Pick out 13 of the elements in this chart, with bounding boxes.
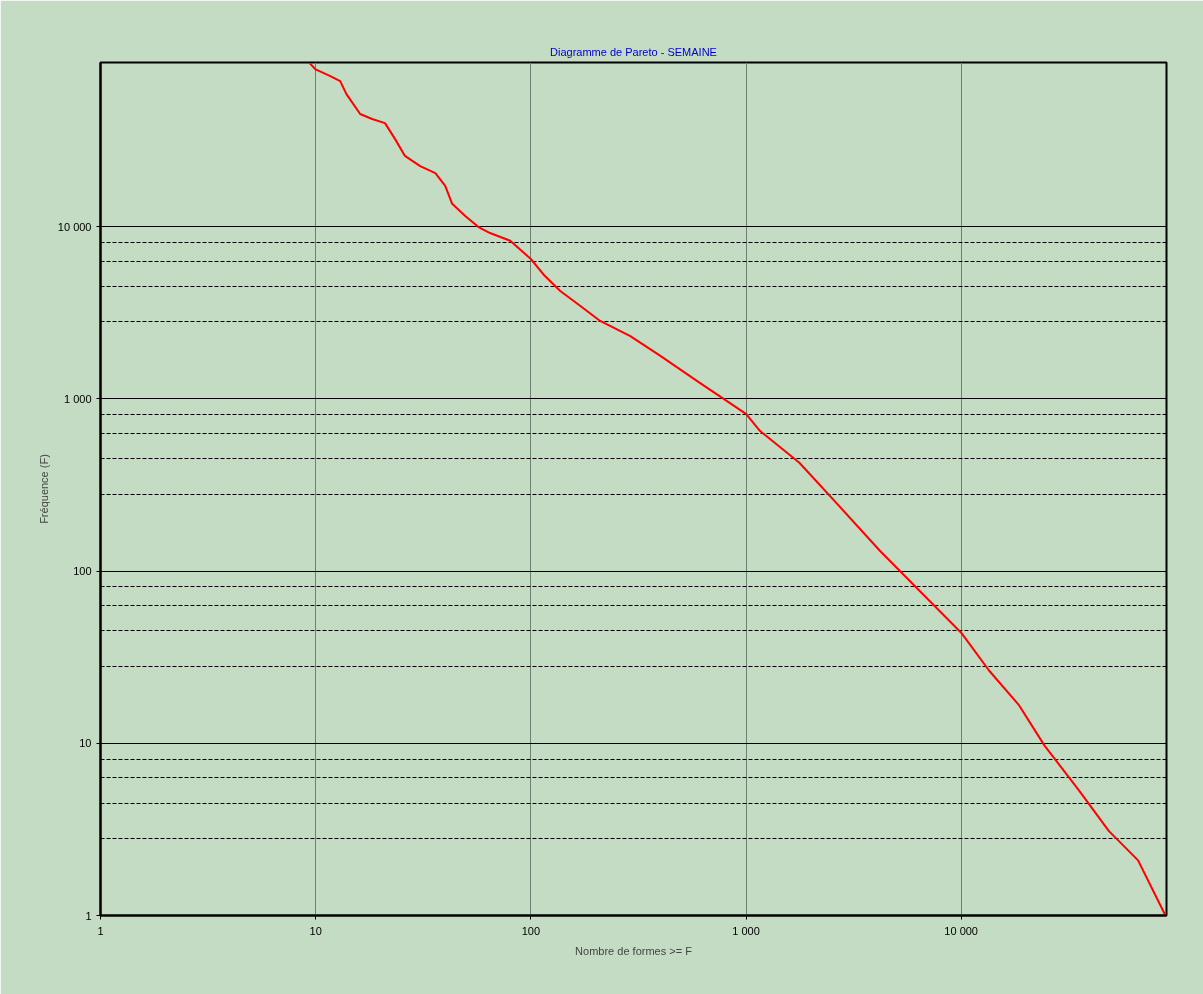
x-tick-label: 10 <box>309 924 322 937</box>
x-tick-label: 1 <box>97 924 104 937</box>
y-tick-label: 100 <box>73 565 92 578</box>
chart-title: Diagramme de Pareto - SEMAINE <box>550 45 717 58</box>
y-tick-label: 1 <box>85 909 92 922</box>
x-tick-label: 100 <box>521 924 541 937</box>
y-axis-title: Fréquence (F) <box>37 454 50 524</box>
x-tick-label: 1 000 <box>732 924 760 937</box>
y-tick-label: 10 <box>79 737 92 750</box>
y-tick-label: 10 000 <box>57 220 92 233</box>
y-tick-label: 1 000 <box>63 392 92 405</box>
x-axis-title: Nombre de formes >= F <box>575 944 693 957</box>
x-tick-label: 10 000 <box>944 924 979 937</box>
